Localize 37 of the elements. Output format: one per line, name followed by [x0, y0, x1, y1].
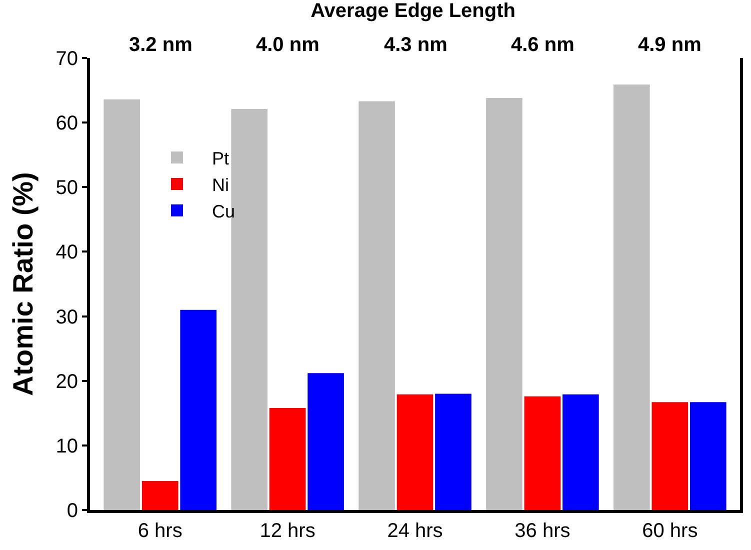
bar — [486, 98, 522, 510]
bar — [180, 310, 216, 510]
legend-label: Pt — [212, 148, 230, 169]
bar — [269, 408, 306, 510]
bar — [396, 394, 434, 510]
y-tick-label: 40 — [56, 242, 78, 264]
x-tick-label: 60 hrs — [642, 520, 698, 542]
y-tick-label: 30 — [56, 306, 78, 328]
legend-label: Cu — [212, 201, 236, 222]
y-tick-label: 10 — [56, 435, 78, 458]
bar — [104, 99, 140, 510]
y-axis-title: Atomic Ratio (%) — [7, 172, 38, 396]
text: 4.6 nm — [511, 34, 574, 56]
y-tick-label: 0 — [66, 500, 78, 522]
x-tick-label: 6 hrs — [138, 520, 182, 542]
bar — [652, 402, 688, 510]
y-tick-label: 60 — [56, 112, 78, 135]
chart-title: Average Edge Length — [310, 0, 516, 22]
bar — [524, 396, 561, 510]
bar — [358, 101, 395, 510]
text: 4.9 nm — [638, 34, 702, 56]
bar — [142, 480, 178, 510]
x-tick-label: 36 hrs — [514, 520, 570, 542]
text: 4.3 nm — [384, 34, 448, 56]
y-tick-label: 20 — [56, 370, 78, 393]
bar — [614, 84, 650, 510]
legend-label: Ni — [212, 174, 229, 195]
y-tick-label: 50 — [56, 177, 78, 200]
bar — [435, 394, 472, 510]
y-tick-label: 70 — [56, 48, 78, 70]
bar — [562, 394, 599, 510]
text: 4.0 nm — [256, 34, 320, 56]
bar — [690, 402, 726, 510]
text: 3.2 nm — [129, 34, 192, 56]
x-tick-label: 12 hrs — [260, 520, 316, 542]
x-tick-label: 24 hrs — [387, 520, 443, 542]
bar — [308, 373, 344, 510]
